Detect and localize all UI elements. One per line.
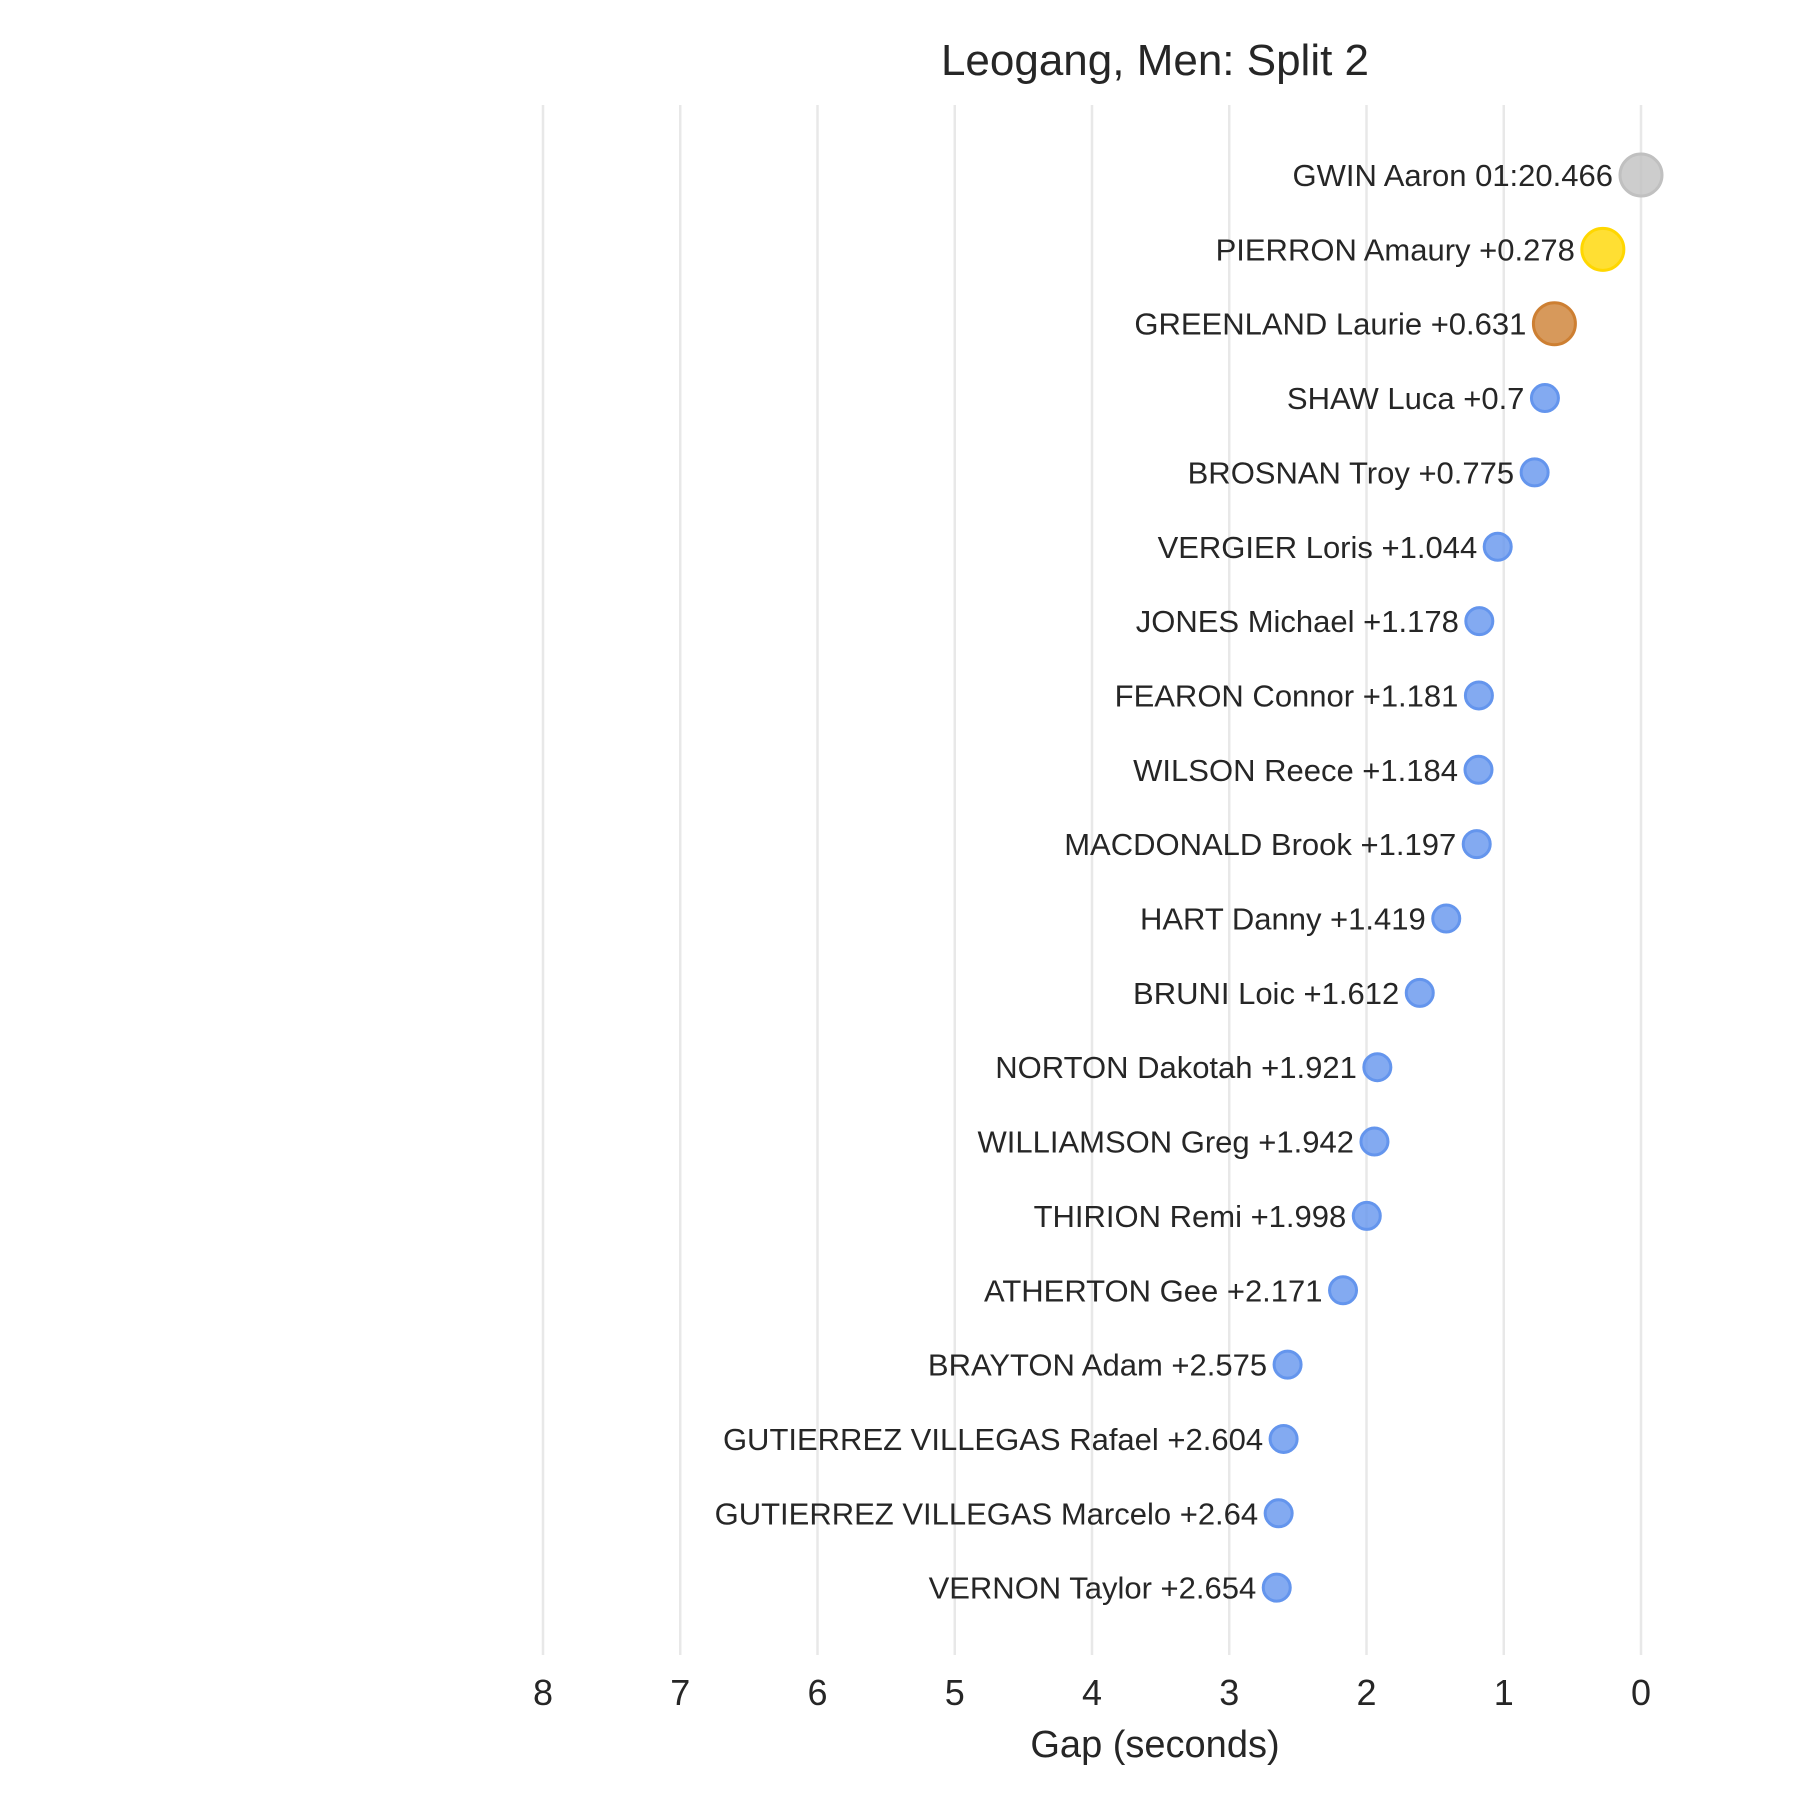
rider-label: GREENLAND Laurie +0.631: [1134, 307, 1526, 342]
x-axis-ticks: 8 7 6 5 4 3 2 1 0: [533, 1672, 1651, 1713]
data-point-other: [1362, 1052, 1393, 1083]
data-point-other: [1404, 977, 1435, 1008]
x-tick-label: 2: [1356, 1672, 1376, 1713]
data-point-other: [1482, 531, 1513, 562]
data-point-other: [1261, 1572, 1292, 1603]
rider-label: HART Danny +1.419: [1140, 902, 1426, 937]
data-point-other: [1529, 383, 1560, 414]
x-tick-label: 6: [807, 1672, 827, 1713]
x-axis-label: Gap (seconds): [1030, 1724, 1279, 1766]
data-point-other: [1351, 1200, 1382, 1231]
data-point-gold: [1580, 226, 1626, 272]
x-tick-label: 0: [1631, 1672, 1651, 1713]
data-point-other: [1263, 1498, 1294, 1529]
data-point-other: [1431, 903, 1462, 934]
data-point-silver: [1618, 152, 1664, 198]
data-point-other: [1268, 1423, 1299, 1454]
rider-label: SHAW Luca +0.7: [1287, 381, 1525, 416]
points-layer: [1261, 152, 1664, 1603]
rider-label: THIRION Remi +1.998: [1034, 1199, 1347, 1234]
data-point-other: [1463, 680, 1494, 711]
rider-label: BROSNAN Troy +0.775: [1188, 455, 1515, 490]
rider-label: WILLIAMSON Greg +1.942: [977, 1125, 1353, 1160]
rider-label: BRAYTON Adam +2.575: [928, 1348, 1267, 1383]
x-tick-label: 1: [1494, 1672, 1514, 1713]
rider-label: VERNON Taylor +2.654: [929, 1571, 1257, 1606]
rider-label: BRUNI Loic +1.612: [1133, 976, 1399, 1011]
rider-label: FEARON Connor +1.181: [1115, 678, 1459, 713]
data-point-other: [1328, 1275, 1359, 1306]
rider-labels-layer: GWIN Aaron 01:20.466 PIERRON Amaury +0.27…: [715, 158, 1613, 1606]
data-point-other: [1464, 606, 1495, 637]
data-point-other: [1461, 829, 1492, 860]
chart-title: Leogang, Men: Split 2: [941, 36, 1369, 85]
x-tick-label: 8: [533, 1672, 553, 1713]
data-point-other: [1272, 1349, 1303, 1380]
data-point-other: [1519, 457, 1550, 488]
x-tick-label: 3: [1219, 1672, 1239, 1713]
rider-label: MACDONALD Brook +1.197: [1064, 827, 1456, 862]
rider-label: WILSON Reece +1.184: [1133, 753, 1458, 788]
data-point-other: [1463, 754, 1494, 785]
x-tick-label: 7: [670, 1672, 690, 1713]
grid-layer: [541, 105, 1643, 1655]
data-point-other: [1359, 1126, 1390, 1157]
data-point-bronze: [1531, 301, 1577, 347]
rider-label: JONES Michael +1.178: [1136, 604, 1459, 639]
rider-label: ATHERTON Gee +2.171: [984, 1273, 1323, 1308]
rider-label: VERGIER Loris +1.044: [1158, 530, 1478, 565]
rider-label: GUTIERREZ VILLEGAS Rafael +2.604: [723, 1422, 1263, 1457]
rider-label: PIERRON Amaury +0.278: [1216, 232, 1575, 267]
x-tick-label: 4: [1082, 1672, 1102, 1713]
rider-label: GUTIERREZ VILLEGAS Marcelo +2.64: [715, 1496, 1259, 1531]
rider-label: GWIN Aaron 01:20.466: [1292, 158, 1613, 193]
x-tick-label: 5: [945, 1672, 965, 1713]
rider-label: NORTON Dakotah +1.921: [995, 1050, 1357, 1085]
